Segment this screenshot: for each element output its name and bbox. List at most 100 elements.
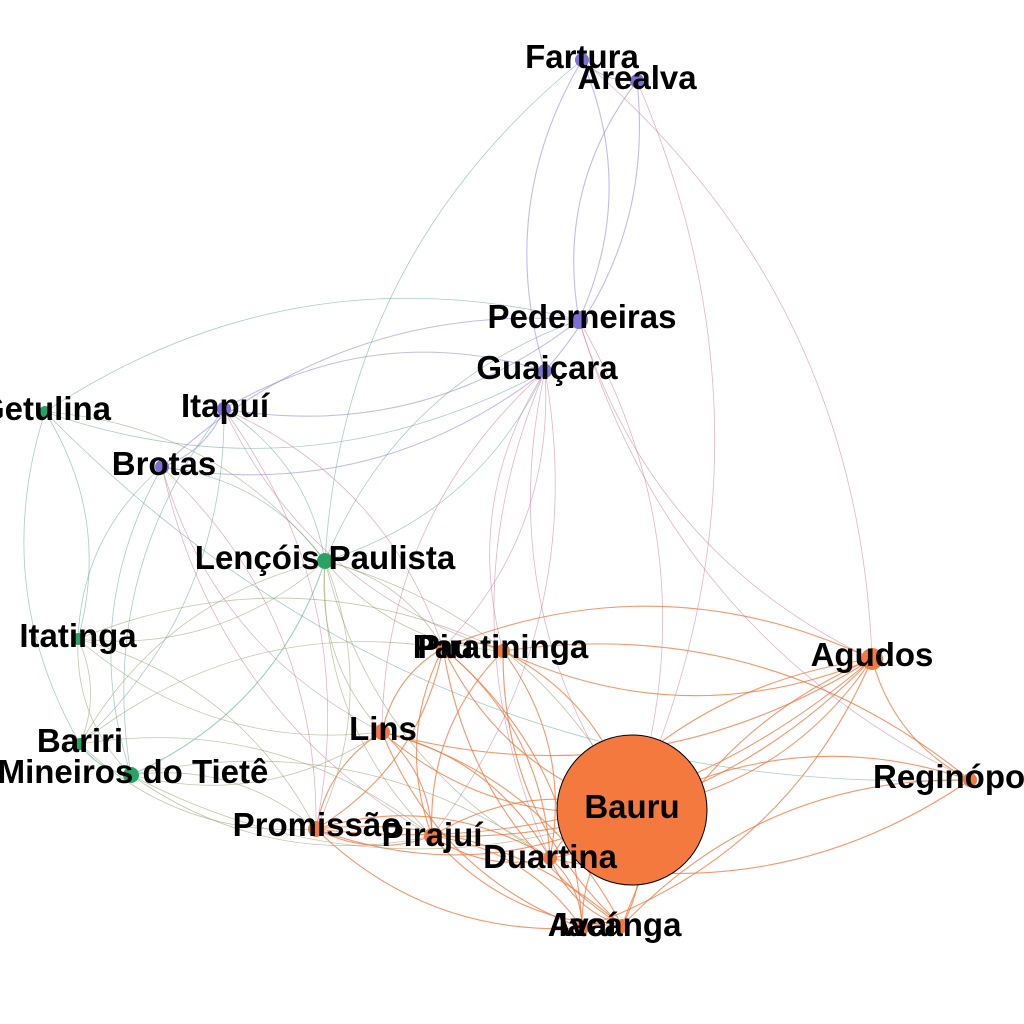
node-mineiros[interactable]	[123, 767, 139, 783]
node-guaicara[interactable]	[538, 364, 552, 378]
edge-lins-pirajui	[381, 731, 433, 837]
edge-itapui-pau	[223, 408, 444, 649]
node-itapui[interactable]	[217, 402, 231, 416]
nodes-layer	[39, 53, 977, 935]
node-label-guaicara: Guaiçara	[476, 349, 618, 386]
edge-itatinga-bariri	[77, 638, 91, 745]
edge-bariri-pirajui	[79, 737, 433, 837]
edge-guaicara-lins	[381, 370, 546, 733]
edge-pirajui-duartina	[431, 835, 551, 863]
node-label-pirajui: Pirajuí	[382, 816, 485, 853]
node-lencois[interactable]	[317, 553, 333, 569]
node-label-fartura: Fartura	[525, 38, 639, 75]
node-duartina[interactable]	[543, 851, 557, 865]
edge-lins-promissao	[315, 731, 383, 830]
edge-guaicara-brotas	[161, 370, 546, 476]
node-agudos[interactable]	[861, 648, 883, 670]
edge-pederneiras-lencois	[324, 319, 580, 562]
edge-lencois-bariri	[79, 560, 326, 745]
edge-brotas-promissao	[161, 466, 317, 830]
edge-mineiros-pirajui	[130, 774, 433, 847]
edge-pau-promissao	[315, 647, 444, 830]
edge-lencois-piratininga	[324, 560, 504, 652]
node-lins[interactable]	[374, 724, 390, 740]
edge-guaicara-piratininga	[489, 370, 546, 652]
node-label-pederneiras: Pederneiras	[488, 298, 677, 335]
node-pirajui[interactable]	[424, 828, 440, 844]
edge-itapui-piratininga	[223, 408, 504, 652]
edge-pirajui-avai	[431, 835, 583, 929]
node-piratininga[interactable]	[496, 644, 510, 658]
edge-guaicara-pirajui	[431, 370, 556, 837]
node-label-reginopolis: Reginópolis	[873, 758, 1024, 795]
edge-agudos-reginopolis	[871, 658, 971, 781]
edge-brotas-mineiros	[110, 466, 163, 776]
edge-duartina-avai	[549, 857, 583, 929]
edge-itapui-bariri	[79, 408, 225, 745]
node-label-getulina: Getulina	[0, 390, 112, 427]
node-label-itapui: Itapuí	[181, 387, 271, 424]
edge-piratininga-pirajui	[431, 650, 504, 837]
node-iacanga[interactable]	[615, 919, 629, 933]
edge-bariri-promissao	[79, 743, 317, 831]
edge-guaicara-duartina	[493, 370, 551, 859]
node-fartura[interactable]	[575, 53, 589, 67]
node-label-arealva: Arealva	[577, 59, 697, 96]
edge-brotas-lins	[161, 466, 383, 733]
node-arealva[interactable]	[630, 74, 644, 88]
edge-guaicara-lencois	[324, 370, 546, 562]
edge-pau-pirajui	[415, 647, 444, 837]
node-promissao[interactable]	[308, 821, 324, 837]
node-pau[interactable]	[436, 641, 450, 655]
edge-pederneiras-reginopolis	[578, 319, 971, 781]
node-brotas[interactable]	[155, 460, 169, 474]
edge-itatinga-piratininga	[77, 597, 504, 652]
node-label-pau: Pau	[413, 628, 474, 665]
edge-pederneiras-agudos	[578, 319, 873, 660]
edge-getulina-bariri	[23, 411, 81, 745]
edge-fartura-lencois	[324, 59, 583, 562]
edge-pederneiras-getulina	[44, 297, 580, 413]
edge-promissao-iacanga	[315, 825, 623, 927]
edge-itatinga-mineiros	[77, 638, 132, 776]
edge-fartura-pederneiras	[578, 59, 610, 321]
edge-lencois-itatinga	[77, 560, 326, 642]
edge-piratininga-agudos	[502, 650, 873, 697]
node-itatinga[interactable]	[72, 633, 84, 645]
edge-pau-lins	[381, 647, 444, 733]
node-bariri[interactable]	[74, 738, 86, 750]
edge-itatinga-lins	[77, 638, 383, 736]
edge-piratininga-reginopolis	[502, 643, 971, 781]
edge-reginopolis-iacanga	[621, 779, 971, 927]
node-reginopolis[interactable]	[963, 773, 977, 787]
edge-pau-avai	[442, 647, 583, 929]
node-label-bauru: Bauru	[584, 788, 679, 825]
edge-pederneiras-itapui	[223, 319, 580, 417]
node-avai[interactable]	[575, 921, 589, 935]
node-getulina[interactable]	[39, 406, 51, 418]
node-label-promissao: Promissão	[233, 806, 402, 843]
node-label-brotas: Brotas	[112, 445, 217, 482]
node-label-bariri: Bariri	[37, 722, 123, 759]
edge-arealva-guaicara	[544, 80, 640, 372]
node-label-agudos: Agudos	[811, 636, 934, 673]
node-label-iacanga: Iacanga	[559, 906, 683, 943]
edge-promissao-pirajui	[315, 828, 433, 847]
edge-itapui-mineiros	[123, 408, 225, 776]
edge-mineiros-lins	[130, 731, 383, 786]
edge-itapui-lencois	[223, 408, 326, 562]
edge-promissao-avai	[315, 828, 583, 930]
node-bauru[interactable]	[556, 734, 708, 886]
edge-brotas-itatinga	[77, 466, 163, 640]
edge-itapui-brotas	[161, 408, 225, 468]
edge-itapui-promissao	[223, 408, 328, 830]
node-label-itatinga: Itatinga	[19, 617, 137, 654]
edges-layer	[23, 59, 971, 930]
edge-getulina-itatinga	[44, 411, 90, 640]
node-pederneiras[interactable]	[570, 311, 588, 329]
node-label-duartina: Duartina	[483, 838, 618, 875]
edge-fartura-agudos	[581, 59, 873, 660]
edge-getulina-reginopolis	[44, 411, 971, 782]
